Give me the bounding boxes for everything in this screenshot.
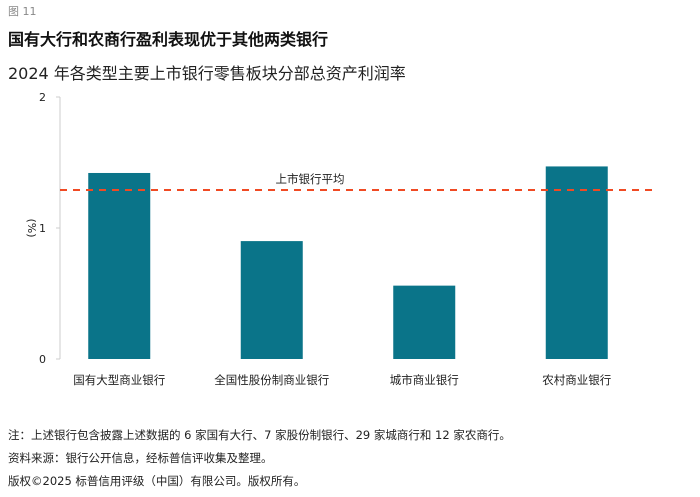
- bar: [88, 172, 151, 359]
- x-tick-label: 城市商业银行: [390, 373, 459, 387]
- y-tick-label: 0: [39, 353, 46, 366]
- copyright-note: 版权©2025 标普信用评级（中国）有限公司。版权所有。: [8, 474, 306, 488]
- x-tick-label: 全国性股份制商业银行: [214, 373, 329, 387]
- y-axis-label: (%): [25, 218, 38, 237]
- x-tick-label: 农村商业银行: [542, 373, 611, 387]
- average-line-label: 上市银行平均: [276, 172, 345, 186]
- chart-subtitle: 2024 年各类型主要上市银行零售板块分部总资产利润率: [8, 64, 406, 83]
- bar: [240, 241, 303, 359]
- bar: [545, 166, 608, 359]
- bar: [393, 285, 456, 359]
- y-tick-label: 1: [39, 222, 46, 235]
- source-note: 资料来源：银行公开信息，经标普信评收集及整理。: [8, 451, 273, 465]
- footnote: 注：上述银行包含披露上述数据的 6 家国有大行、7 家股份制银行、29 家城商行…: [8, 428, 511, 442]
- figure-label: 图 11: [8, 5, 37, 18]
- x-tick-label: 国有大型商业银行: [73, 373, 165, 387]
- bar-chart: 0 1 2 (%) 国有大型商业银行 全国性股份制商业银行 城市商业银行 农村商业银行 上市银行…: [25, 91, 656, 387]
- y-tick-label: 2: [39, 91, 46, 104]
- chart-title: 国有大行和农商行盈利表现优于其他两类银行: [8, 30, 329, 49]
